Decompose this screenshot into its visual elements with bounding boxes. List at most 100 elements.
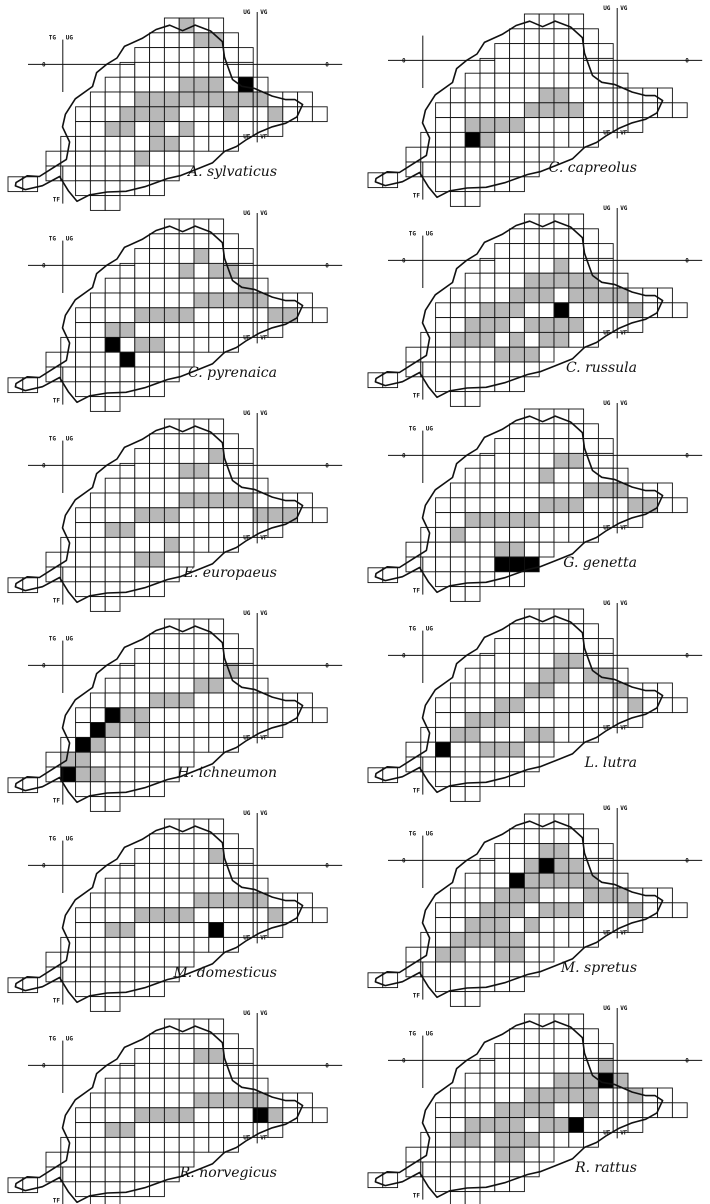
utm-label-tf: TF	[53, 1198, 61, 1204]
grid-cell	[119, 581, 136, 598]
grid-cell	[178, 507, 195, 524]
grid-cell	[237, 47, 254, 63]
grid-cell	[178, 848, 195, 864]
grid-cell	[149, 277, 165, 294]
grid-cell	[208, 692, 225, 709]
grid-cell	[538, 697, 555, 714]
grid-cell	[583, 272, 599, 289]
grid-cell	[104, 966, 121, 983]
utm-label-ug-left: UG	[66, 236, 74, 243]
grid-cell	[163, 633, 180, 650]
utm-label-vg: VG	[260, 1010, 268, 1017]
grid-cell	[509, 872, 525, 889]
utm-label-uf: UF	[603, 724, 611, 731]
grid-cell	[75, 322, 91, 338]
grid-cell	[163, 492, 180, 509]
grid-cell	[311, 507, 328, 524]
grid-cell	[149, 248, 165, 264]
grid-cell	[509, 771, 525, 788]
grid-cell	[193, 1062, 210, 1079]
utm-label-zero-left: 0	[42, 662, 46, 669]
grid-cell	[494, 117, 511, 133]
grid-cell	[553, 1102, 570, 1119]
grid-cell	[553, 57, 570, 74]
grid-cell	[75, 180, 91, 197]
grid-cell	[178, 76, 195, 93]
grid-cell	[134, 507, 151, 524]
grid-cell	[134, 966, 151, 983]
grid-cell	[568, 652, 585, 669]
grid-cell	[538, 331, 555, 348]
grid-cell	[178, 692, 195, 709]
species-caption: L. lutra	[584, 755, 637, 771]
grid-cell	[597, 1102, 614, 1119]
grid-cell	[509, 697, 525, 714]
grid-cell	[193, 135, 210, 152]
grid-cell	[435, 961, 451, 978]
grid-cell	[163, 462, 180, 479]
grid-cell	[134, 1048, 151, 1064]
grid-cell	[568, 712, 585, 728]
grid-cell	[282, 907, 299, 924]
grid-cell	[627, 497, 644, 514]
grid-cell	[193, 633, 210, 650]
grid-cell	[119, 106, 136, 123]
utm-label-vg: VG	[260, 610, 268, 617]
grid-cell	[523, 346, 540, 363]
grid-cell	[523, 28, 540, 45]
grid-cell	[163, 1107, 180, 1124]
grid-cell	[237, 492, 254, 509]
grid-cell	[494, 667, 511, 684]
grid-cell	[104, 551, 121, 568]
grid-cell	[464, 361, 481, 378]
grid-cell	[642, 497, 659, 514]
grid-cell	[163, 536, 180, 553]
grid-cell	[464, 741, 481, 758]
grid-cell	[509, 243, 525, 259]
grid-cell	[479, 272, 496, 289]
grid-cell	[464, 497, 481, 514]
grid-cell	[75, 722, 91, 738]
grid-cell	[104, 307, 121, 324]
grid-cell	[178, 1122, 195, 1138]
grid-cell	[538, 257, 555, 274]
grid-cell	[449, 287, 466, 304]
grid-cell	[237, 1092, 254, 1109]
grid-cell	[75, 766, 91, 783]
grid-cell	[119, 536, 136, 553]
map-panel: TG UG UG VG 0 0 UF VF TF G. genetta	[360, 395, 705, 602]
grid-cell	[479, 361, 496, 378]
grid-cell	[134, 1122, 151, 1138]
grid-cell	[568, 257, 585, 274]
utm-label-tf: TF	[53, 197, 61, 204]
grid-cell	[494, 43, 511, 59]
grid-cell	[568, 1087, 585, 1104]
grid-map: TG UG UG VG 0 0 UF VF TF	[367, 1005, 703, 1204]
grid-cell	[208, 248, 225, 264]
grid-cell	[479, 771, 496, 788]
grid-cell	[523, 87, 540, 104]
grid-cell	[449, 1191, 466, 1204]
grid-cell	[435, 497, 451, 514]
grid-cell	[149, 877, 165, 894]
grid-cell	[193, 922, 210, 938]
grid-cell	[104, 751, 121, 768]
grid-cell	[252, 1107, 269, 1124]
grid-cell	[479, 697, 496, 714]
grid-cell	[538, 931, 555, 948]
grid-cell	[89, 1092, 106, 1109]
grid-cell	[553, 682, 570, 699]
grid-cell	[193, 522, 210, 538]
grid-cell	[523, 43, 540, 59]
grid-cell	[89, 322, 106, 338]
grid-cell	[612, 1072, 629, 1089]
grid-cell	[134, 91, 151, 108]
grid-cell	[553, 87, 570, 104]
grid-cell	[435, 346, 451, 363]
map-panel: TG UG UG VG 0 0 UF VF TF C. pyrenaica	[0, 205, 345, 412]
grid-cell	[193, 292, 210, 309]
grid-cell	[568, 1057, 585, 1074]
utm-label-ug-left: UG	[426, 231, 434, 238]
grid-cell	[612, 667, 629, 684]
grid-cell	[435, 726, 451, 743]
